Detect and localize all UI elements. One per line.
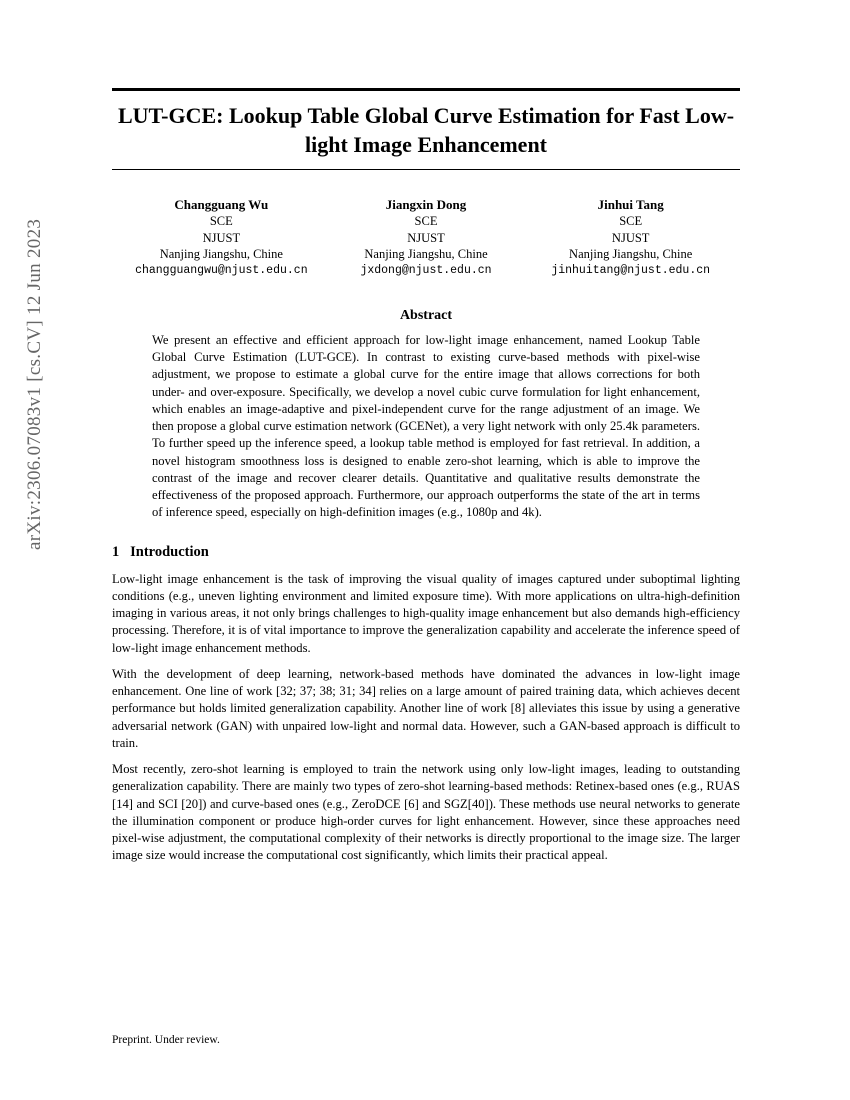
abstract-heading: Abstract [112,308,740,324]
author-name: Jiangxin Dong [329,196,524,213]
author-email: jxdong@njust.edu.cn [329,263,524,278]
author-email: jinhuitang@njust.edu.cn [533,263,728,278]
author-email: changguangwu@njust.edu.cn [124,263,319,278]
section-heading: 1 Introduction [112,544,740,561]
authors-block: Changguang Wu SCE NJUST Nanjing Jiangshu… [124,196,728,278]
author-3: Jinhui Tang SCE NJUST Nanjing Jiangshu, … [533,196,728,278]
author-name: Jinhui Tang [533,196,728,213]
author-institution: NJUST [533,230,728,247]
footer-note: Preprint. Under review. [112,1034,220,1046]
author-name: Changguang Wu [124,196,319,213]
section-title: Introduction [130,544,209,560]
title-rule-bottom [112,169,740,170]
author-dept: SCE [124,213,319,230]
abstract-body: We present an effective and efficient ap… [152,332,700,522]
author-2: Jiangxin Dong SCE NJUST Nanjing Jiangshu… [329,196,524,278]
author-dept: SCE [329,213,524,230]
arxiv-identifier: arXiv:2306.07083v1 [cs.CV] 12 Jun 2023 [24,219,46,550]
author-institution: NJUST [329,230,524,247]
author-dept: SCE [533,213,728,230]
author-location: Nanjing Jiangshu, Chine [329,246,524,263]
author-location: Nanjing Jiangshu, Chine [124,246,319,263]
author-location: Nanjing Jiangshu, Chine [533,246,728,263]
body-paragraph: With the development of deep learning, n… [112,666,740,752]
body-paragraph: Low-light image enhancement is the task … [112,571,740,657]
body-paragraph: Most recently, zero-shot learning is emp… [112,761,740,865]
page-content: LUT-GCE: Lookup Table Global Curve Estim… [112,88,740,874]
author-1: Changguang Wu SCE NJUST Nanjing Jiangshu… [124,196,319,278]
paper-title: LUT-GCE: Lookup Table Global Curve Estim… [112,101,740,159]
author-institution: NJUST [124,230,319,247]
section-number: 1 [112,544,119,560]
title-rule-top [112,88,740,91]
